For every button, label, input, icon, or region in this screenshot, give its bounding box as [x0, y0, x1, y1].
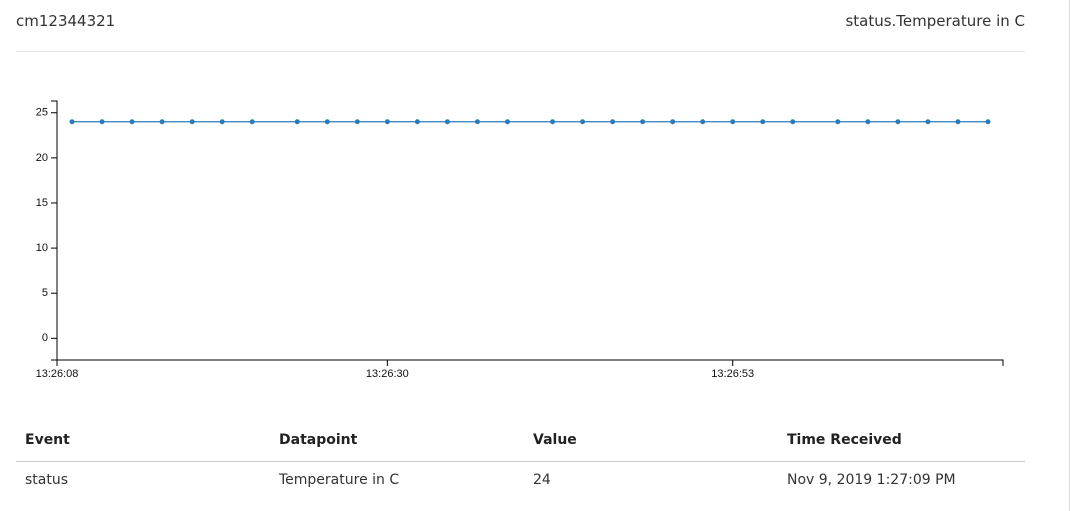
data-point: [414, 119, 420, 125]
data-point: [99, 119, 105, 125]
y-tick-label: 20: [36, 152, 48, 164]
data-point: [69, 119, 75, 125]
data-point: [384, 119, 390, 125]
data-point: [760, 119, 766, 125]
y-axis: [51, 100, 58, 361]
y-tick-label: 0: [42, 332, 48, 344]
metric-name: status.Temperature in C: [845, 12, 1025, 30]
data-point: [865, 119, 871, 125]
x-tick-label: 13:26:53: [711, 368, 754, 380]
divider: [16, 51, 1025, 52]
data-point: [925, 119, 931, 125]
data-point: [504, 119, 510, 125]
data-point: [835, 119, 841, 125]
data-point: [895, 119, 901, 125]
data-point: [955, 119, 961, 125]
x-tick-label: 13:26:30: [366, 368, 409, 380]
data-point: [354, 119, 360, 125]
data-point: [790, 119, 796, 125]
data-point: [474, 119, 480, 125]
data-point: [444, 119, 450, 125]
column-header: Value: [533, 432, 577, 448]
y-tick-label: 15: [36, 197, 48, 209]
table-cell: Temperature in C: [279, 472, 400, 488]
data-point: [580, 119, 586, 125]
column-header: Event: [25, 432, 70, 448]
table-cell: Nov 9, 2019 1:27:09 PM: [787, 472, 956, 488]
data-point: [249, 119, 255, 125]
x-tick-label: 13:26:08: [36, 368, 79, 380]
data-point: [550, 119, 556, 125]
data-point: [610, 119, 616, 125]
data-point: [730, 119, 736, 125]
data-point: [670, 119, 676, 125]
table-divider: [16, 461, 1025, 462]
x-axis: [56, 359, 1004, 366]
y-tick-label: 10: [36, 242, 48, 254]
data-point: [294, 119, 300, 125]
data-point: [700, 119, 706, 125]
column-header: Datapoint: [279, 432, 358, 448]
data-point: [219, 119, 225, 125]
table-cell: 24: [533, 472, 551, 488]
y-tick-label: 5: [42, 287, 48, 299]
data-point: [324, 119, 330, 125]
column-header: Time Received: [787, 432, 902, 448]
data-point: [159, 119, 165, 125]
data-point: [129, 119, 135, 125]
device-id: cm12344321: [16, 12, 116, 30]
table-cell: status: [25, 472, 69, 488]
data-point: [640, 119, 646, 125]
data-point: [985, 119, 991, 125]
data-point: [189, 119, 195, 125]
scrollbar: [1069, 0, 1070, 511]
chart: 0 5 10 15 20 25 13:26:08 13:26:30 13:26:53: [36, 100, 1004, 380]
y-tick-label: 25: [36, 107, 48, 119]
